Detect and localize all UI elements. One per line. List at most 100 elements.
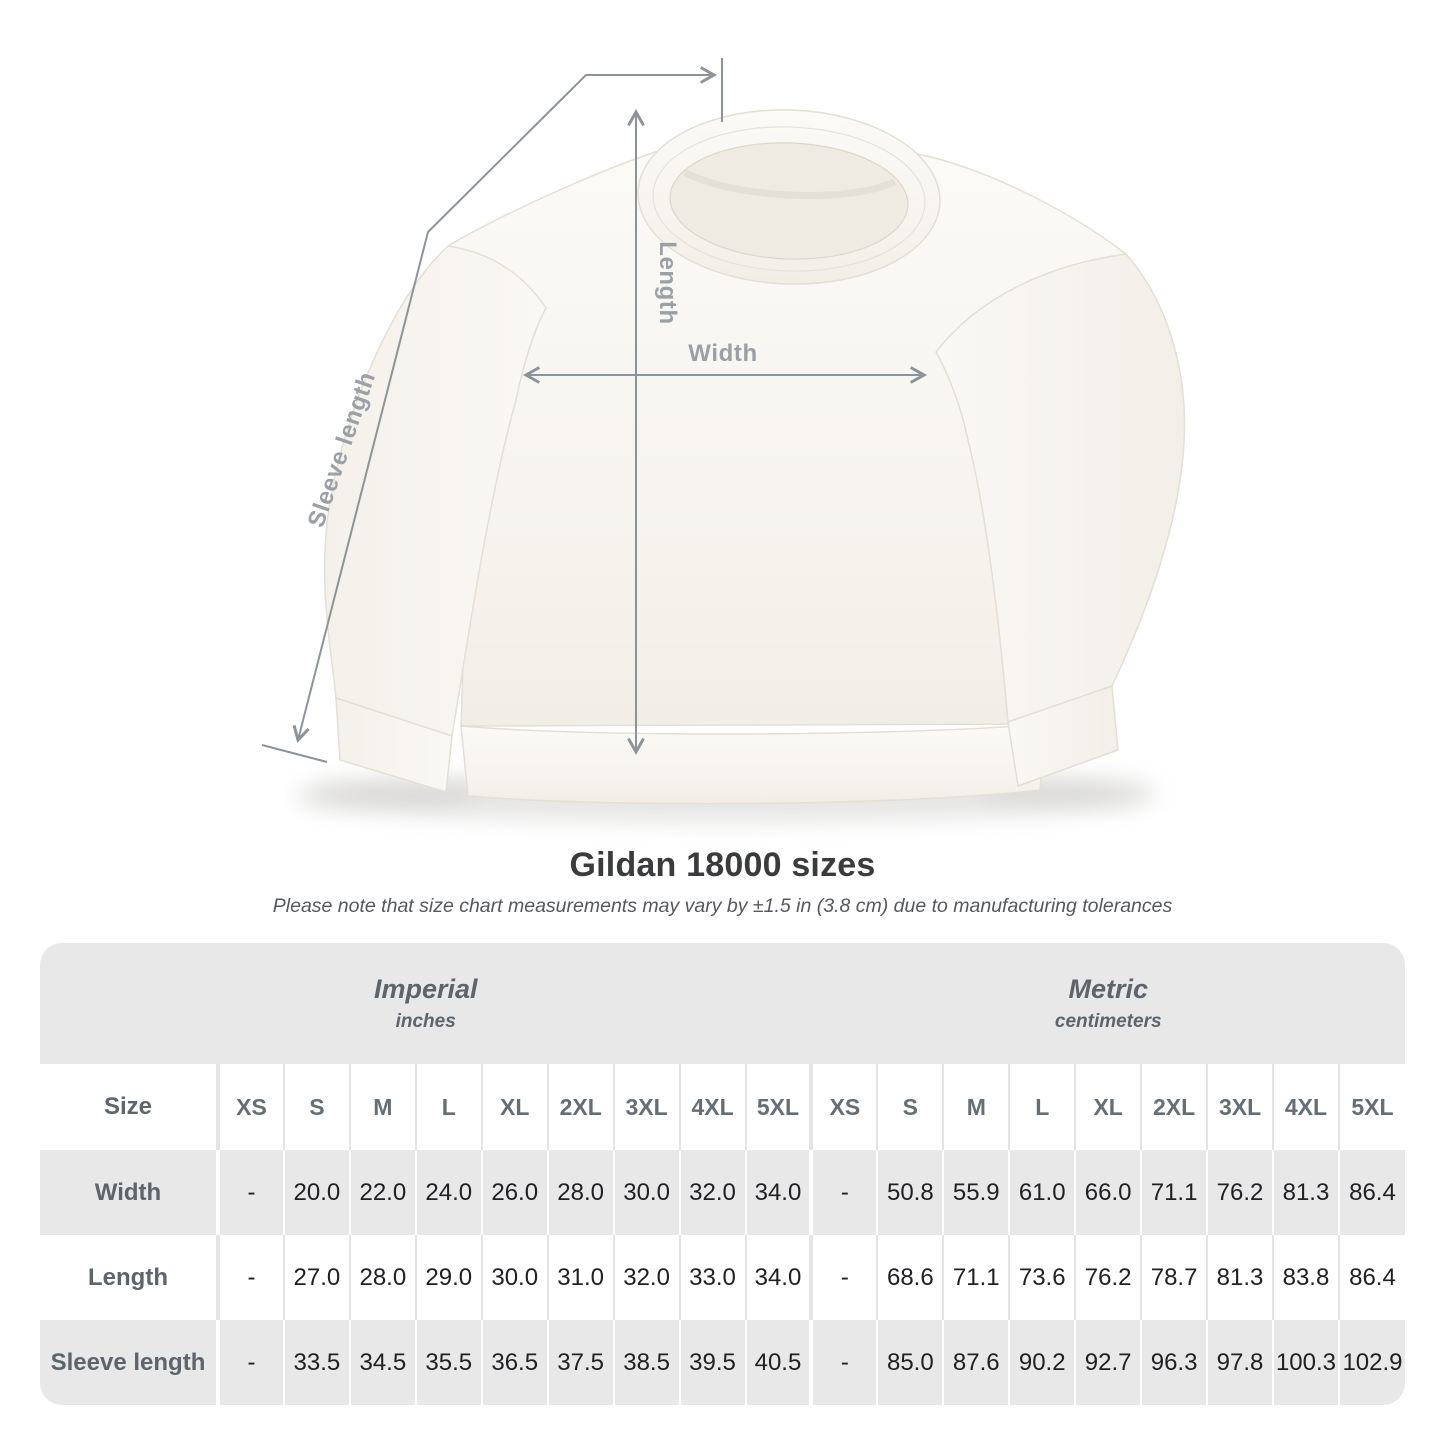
measurement-value: 32.0 — [612, 1235, 680, 1320]
measurement-value: 66.0 — [1074, 1150, 1142, 1235]
dimension-lines — [261, 58, 928, 763]
measurement-value: 71.1 — [1140, 1150, 1208, 1235]
size-col-header: 2XL — [1140, 1064, 1208, 1150]
size-column-title: Size — [40, 1064, 218, 1150]
measurement-value: 24.0 — [414, 1150, 482, 1235]
measurement-value: 33.0 — [678, 1235, 746, 1320]
measurement-value: 50.8 — [876, 1150, 944, 1235]
measurement-value: 34.0 — [744, 1150, 812, 1235]
measurement-value: 20.0 — [282, 1150, 350, 1235]
measurement-value: 36.5 — [480, 1320, 548, 1405]
measurement-value: 76.2 — [1206, 1150, 1273, 1235]
measurement-value: 87.6 — [942, 1320, 1010, 1405]
measurement-value: 22.0 — [348, 1150, 416, 1235]
sweatshirt-hem-band — [460, 723, 1047, 805]
measurement-value: 96.3 — [1140, 1320, 1208, 1405]
table-row-length: Length - 27.0 28.0 29.0 30.0 31.0 32.0 3… — [40, 1235, 1405, 1320]
metric-header-unit: centimeters — [1054, 1011, 1162, 1032]
measurement-value: 30.0 — [612, 1150, 680, 1235]
size-col-header: S — [282, 1064, 350, 1150]
size-header-row: Size XS S M L XL 2XL 3XL 4XL 5XL XS S M … — [40, 1064, 1405, 1150]
measurement-value: 86.4 — [1337, 1150, 1405, 1235]
measurement-value: 85.0 — [876, 1320, 944, 1405]
measurement-value: 102.9 — [1337, 1320, 1405, 1405]
size-col-header: L — [414, 1064, 482, 1150]
measurement-value: 34.0 — [744, 1235, 812, 1320]
measurement-value: 76.2 — [1074, 1235, 1142, 1320]
sweatshirt-diagram: Width Length Sleeve length — [261, 58, 1186, 822]
measurement-value: - — [809, 1320, 878, 1405]
measurement-value: 39.5 — [678, 1320, 746, 1405]
table-row-sleeve-length: Sleeve length - 33.5 34.5 35.5 36.5 37.5… — [40, 1320, 1405, 1405]
measurement-value: 86.4 — [1337, 1235, 1405, 1320]
tolerance-note: Please note that size chart measurements… — [272, 895, 1173, 917]
measurement-value: 40.5 — [744, 1320, 812, 1405]
size-col-header: L — [1008, 1064, 1076, 1150]
measurement-value: 34.5 — [348, 1320, 416, 1405]
size-chart-table: Imperial inches Metric centimeters Size … — [40, 943, 1405, 1405]
measurement-value: 26.0 — [480, 1150, 548, 1235]
sweatshirt-illustration — [323, 109, 1186, 805]
metric-header: Metric centimeters — [811, 943, 1405, 1064]
product-measurement-diagram: Width Length Sleeve length — [261, 58, 1186, 822]
size-col-header: 5XL — [744, 1064, 812, 1150]
row-label: Sleeve length — [40, 1320, 218, 1405]
size-col-header: 3XL — [612, 1064, 680, 1150]
size-col-header: 3XL — [1206, 1064, 1273, 1150]
page-title: Gildan 18000 sizes — [569, 846, 876, 884]
measurement-value: 92.7 — [1074, 1320, 1142, 1405]
measurement-value: - — [216, 1235, 284, 1320]
measurement-value: 61.0 — [1008, 1150, 1076, 1235]
measurement-value: 33.5 — [282, 1320, 350, 1405]
measurement-value: 81.3 — [1272, 1150, 1339, 1235]
table-row-width: Width - 20.0 22.0 24.0 26.0 28.0 30.0 32… — [40, 1150, 1405, 1235]
measurement-value: 35.5 — [414, 1320, 482, 1405]
measurement-value: 78.7 — [1140, 1235, 1208, 1320]
measurement-value: - — [216, 1320, 284, 1405]
size-col-header: XS — [809, 1064, 878, 1150]
size-col-header: XS — [216, 1064, 284, 1150]
size-col-header: 2XL — [546, 1064, 614, 1150]
size-col-header: 5XL — [1337, 1064, 1405, 1150]
measurement-value: 90.2 — [1008, 1320, 1076, 1405]
width-dimension-label: Width — [688, 340, 757, 367]
imperial-header: Imperial inches — [40, 943, 812, 1064]
size-col-header: 4XL — [1272, 1064, 1339, 1150]
measurement-value: 27.0 — [282, 1235, 350, 1320]
imperial-header-unit: inches — [395, 1011, 456, 1032]
measurement-value: 28.0 — [546, 1150, 614, 1235]
size-col-header: XL — [1074, 1064, 1142, 1150]
imperial-header-label: Imperial — [373, 974, 478, 1004]
measurement-value: 37.5 — [546, 1320, 614, 1405]
measurement-value: 100.3 — [1272, 1320, 1339, 1405]
measurement-value: 73.6 — [1008, 1235, 1076, 1320]
measurement-value: 29.0 — [414, 1235, 482, 1320]
measurement-value: 55.9 — [942, 1150, 1010, 1235]
sleeve-length-line — [292, 66, 718, 743]
size-chart-heading: Gildan 18000 sizes Please note that size… — [0, 846, 1445, 918]
measurement-value: 81.3 — [1206, 1235, 1273, 1320]
measurement-value: 31.0 — [546, 1235, 614, 1320]
size-col-header: XL — [480, 1064, 548, 1150]
measurement-value: - — [809, 1150, 878, 1235]
measurement-value: - — [809, 1235, 878, 1320]
measurement-value: 32.0 — [678, 1150, 746, 1235]
measurement-value: 68.6 — [876, 1235, 944, 1320]
measurement-value: 71.1 — [942, 1235, 1010, 1320]
size-table-container: Imperial inches Metric centimeters Size … — [40, 943, 1405, 1405]
measurement-value: 97.8 — [1206, 1320, 1273, 1405]
measurement-value: - — [216, 1150, 284, 1235]
size-col-header: S — [876, 1064, 944, 1150]
measurement-value: 38.5 — [612, 1320, 680, 1405]
row-label: Width — [40, 1150, 218, 1235]
unit-header-row: Imperial inches Metric centimeters — [40, 943, 1405, 1064]
measurement-value: 83.8 — [1272, 1235, 1339, 1320]
sweatshirt-right-cuff — [1007, 685, 1119, 787]
metric-header-label: Metric — [1068, 974, 1148, 1004]
measurement-value: 28.0 — [348, 1235, 416, 1320]
measurement-value: 30.0 — [480, 1235, 548, 1320]
cuff-tick-line — [261, 744, 328, 763]
sweatshirt-right-sleeve — [935, 253, 1186, 723]
size-col-header: M — [348, 1064, 416, 1150]
size-col-header: M — [942, 1064, 1010, 1150]
